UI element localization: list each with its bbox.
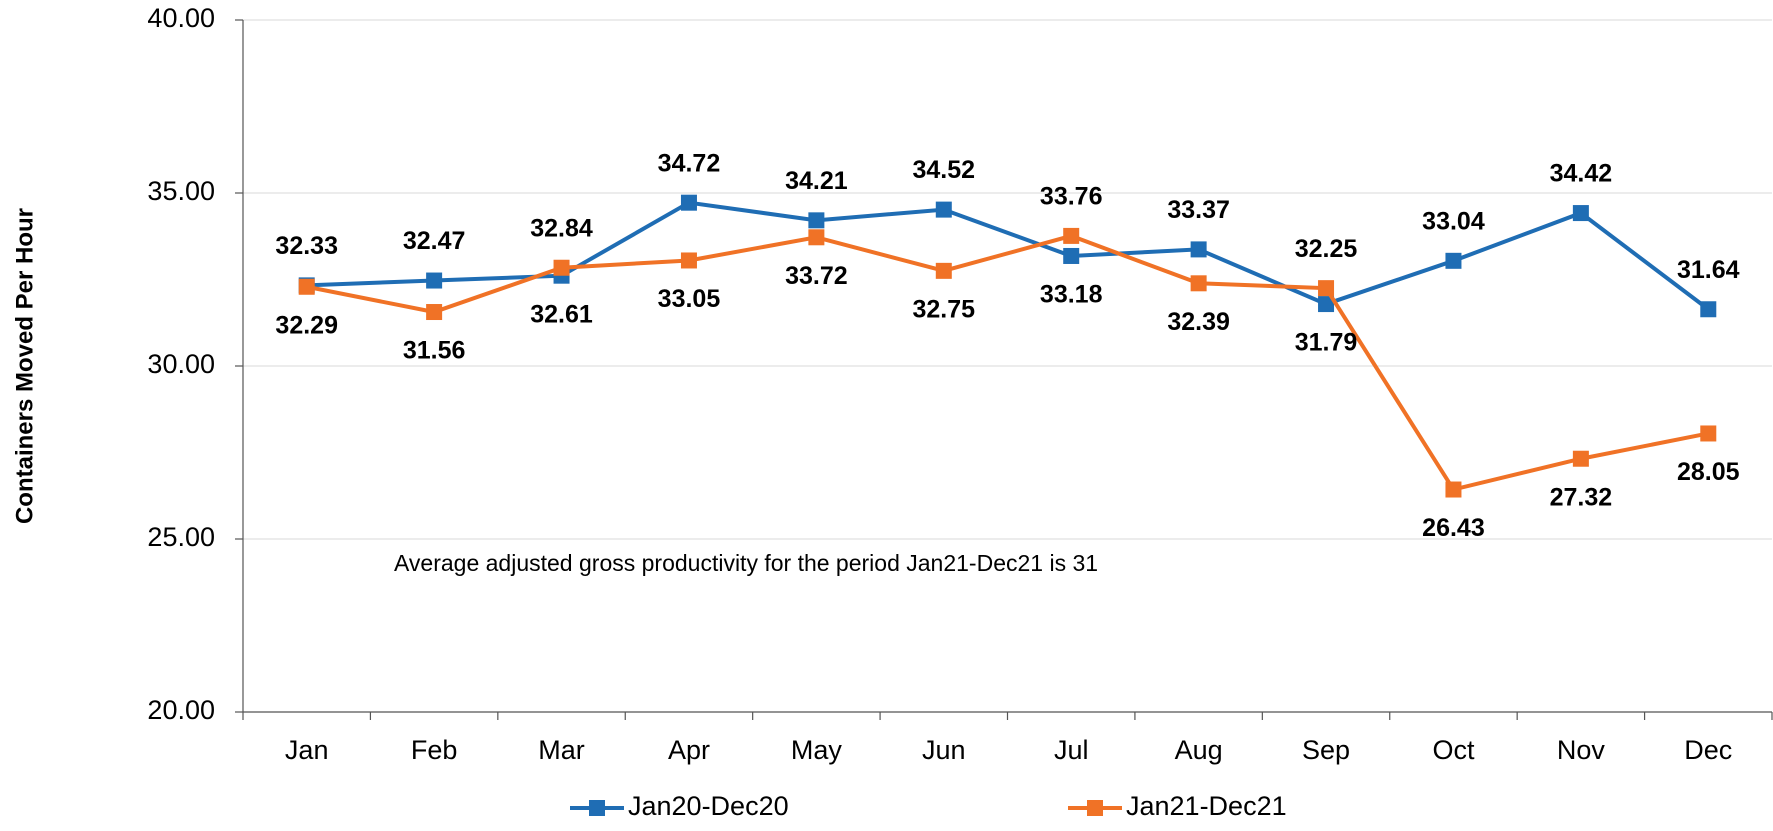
x-tick-label: Jul (1054, 735, 1089, 765)
x-tick-label: Dec (1684, 735, 1732, 765)
marker (1572, 205, 1589, 222)
data-label: 33.04 (1422, 207, 1485, 235)
data-label: 33.05 (658, 285, 721, 313)
marker (1063, 227, 1080, 244)
data-label: 34.42 (1550, 160, 1613, 188)
x-tick-label: Apr (668, 735, 710, 765)
marker (1700, 425, 1717, 442)
data-label: 33.18 (1040, 281, 1103, 309)
x-tick-label: May (791, 735, 843, 765)
x-tick-label: Jun (922, 735, 966, 765)
marker (1700, 301, 1717, 318)
y-tick-label: 20.00 (147, 695, 215, 725)
marker (935, 201, 952, 218)
data-label: 33.72 (785, 262, 848, 290)
marker (553, 259, 570, 276)
data-label: 32.25 (1295, 235, 1358, 263)
series-line (306, 233, 1709, 492)
marker (426, 304, 443, 321)
marker (1318, 296, 1335, 313)
data-label: 32.61 (530, 300, 593, 328)
legend-label: Jan21-Dec21 (1126, 791, 1287, 821)
data-label: 32.75 (913, 295, 976, 323)
data-label: 26.43 (1422, 514, 1485, 542)
marker (808, 229, 825, 246)
x-tick-label: Aug (1175, 735, 1223, 765)
legend-marker (1087, 800, 1103, 816)
data-label: 32.39 (1167, 308, 1230, 336)
x-tick-label: Nov (1557, 735, 1606, 765)
x-tick-label: Mar (538, 735, 585, 765)
series-line (306, 200, 1710, 311)
marker (298, 278, 315, 295)
data-label: 32.84 (530, 214, 593, 242)
x-tick-label: Oct (1432, 735, 1475, 765)
x-tick-label: Sep (1302, 735, 1350, 765)
data-label: 31.79 (1295, 329, 1358, 357)
marker (1572, 450, 1589, 467)
marker (1063, 247, 1080, 264)
data-label: 32.47 (403, 227, 466, 255)
data-label: 27.32 (1550, 483, 1613, 511)
marker (1318, 280, 1335, 297)
marker (426, 272, 443, 289)
data-label: 31.56 (403, 337, 466, 365)
legend-marker (589, 800, 605, 816)
data-label: 31.64 (1677, 256, 1740, 284)
data-label: 33.76 (1040, 183, 1103, 211)
data-label: 32.33 (275, 232, 338, 260)
data-label: 32.29 (275, 311, 338, 339)
y-tick-label: 40.00 (147, 3, 215, 33)
y-axis-label: Containers Moved Per Hour (11, 208, 38, 524)
legend-label: Jan20-Dec20 (628, 791, 789, 821)
marker (1445, 481, 1462, 498)
x-tick-label: Feb (411, 735, 458, 765)
marker (808, 212, 825, 229)
marker (680, 194, 697, 211)
marker (1190, 241, 1207, 258)
data-label: 33.37 (1167, 196, 1230, 224)
y-tick-label: 35.00 (147, 176, 215, 206)
marker (680, 252, 697, 269)
y-tick-label: 30.00 (147, 349, 215, 379)
data-label: 34.52 (913, 156, 976, 184)
data-label: 28.05 (1677, 458, 1740, 486)
marker (1190, 275, 1207, 292)
y-tick-label: 25.00 (147, 522, 215, 552)
annotation: Average adjusted gross productivity for … (394, 550, 1098, 576)
data-label: 34.72 (658, 149, 721, 177)
marker (1445, 252, 1462, 269)
data-label: 34.21 (785, 167, 848, 195)
x-tick-label: Jan (285, 735, 329, 765)
marker (935, 262, 952, 279)
